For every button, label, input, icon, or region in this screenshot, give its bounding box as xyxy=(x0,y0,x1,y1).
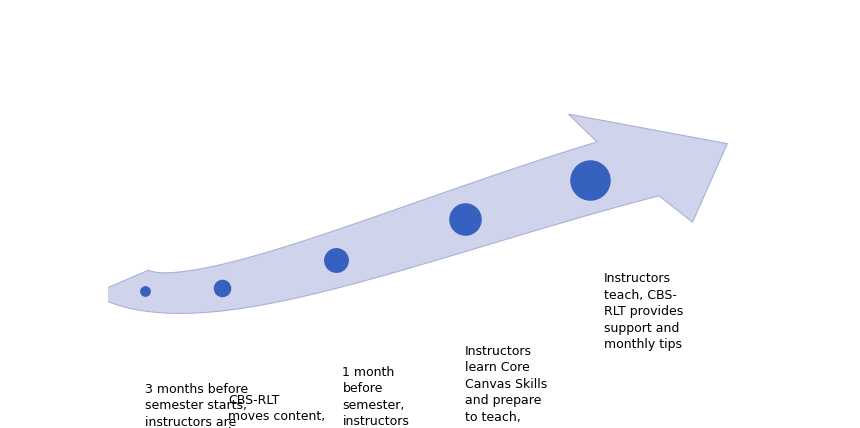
Point xyxy=(584,176,598,183)
Point xyxy=(458,216,471,223)
Text: Instructors
teach, CBS-
RLT provides
support and
monthly tips: Instructors teach, CBS- RLT provides sup… xyxy=(604,272,683,351)
Text: 1 month
before
semester,
instructors
receive
Canvas site: 1 month before semester, instructors rec… xyxy=(342,366,415,428)
Polygon shape xyxy=(93,114,728,313)
Text: 3 months before
semester starts,
instructors are
contacted: 3 months before semester starts, instruc… xyxy=(145,383,248,428)
Point xyxy=(215,285,229,292)
Text: CBS-RLT
moves content,
instructors
can explore
Canvas: CBS-RLT moves content, instructors can e… xyxy=(228,394,325,428)
Point xyxy=(138,287,152,294)
Text: Instructors
learn Core
Canvas Skills
and prepare
to teach,
CBS-RLT
provides
supp: Instructors learn Core Canvas Skills and… xyxy=(464,345,547,428)
Point xyxy=(329,257,342,264)
